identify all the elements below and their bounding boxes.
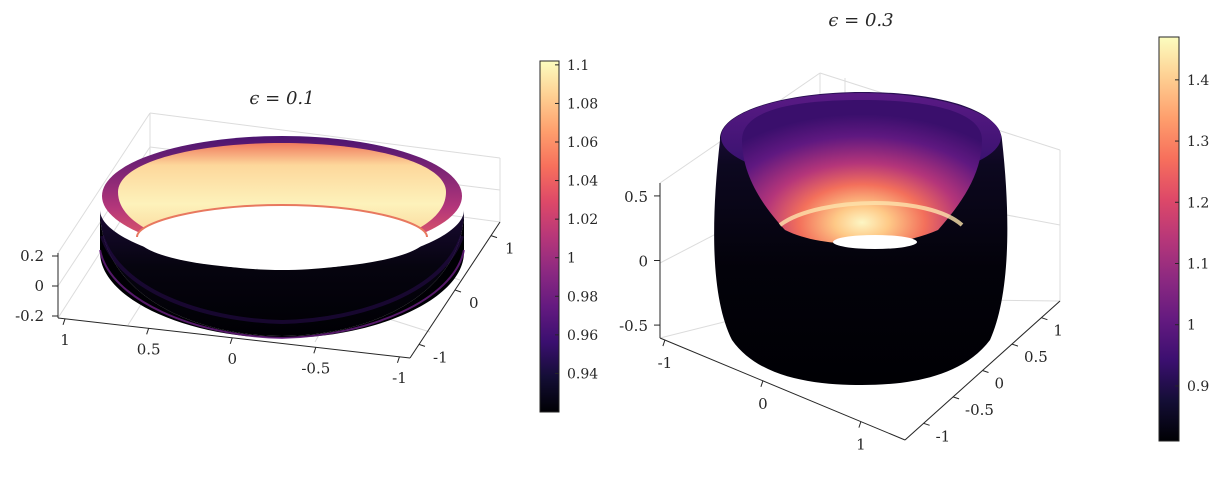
z-tick-label: -0.2 [15,307,44,325]
y-tick-label: 1 [1053,322,1063,340]
z-tick-label: 0 [638,253,648,271]
tick-mark [146,328,150,335]
colorbar-tick-label: 1.3 [1187,134,1209,150]
tick-mark [229,337,233,344]
x-tick-label: 1 [856,436,866,454]
colorbar-tick-label: 0.96 [567,328,598,344]
y-tick-label: -0.5 [965,401,994,419]
colorbar-tick-label: 1.04 [567,174,598,190]
colorbar-tick-label: 1.1 [567,58,589,74]
z-tick-labels: 0.2 0 -0.2 [15,247,58,325]
tick-mark [662,339,666,347]
tick-mark [418,343,426,347]
colorbar-tick-label: 1 [1187,318,1196,334]
torus-surface [714,92,1008,385]
x-tick-label: 1 [60,331,70,349]
x-tick-labels: -1 0 1 [658,339,866,454]
y-tick-label: 0 [995,375,1005,393]
plot-epsilon-0.1: ϵ = 0.1 0.2 0 -0.2 1 0.5 0 -0.5 -1 1 0 -1 1.1 1.0… [15,58,598,413]
tick-mark [982,370,989,373]
colorbar-tick-label: 1.2 [1187,195,1209,211]
plot-title: ϵ = 0.1 [249,88,314,109]
tick-mark [313,347,317,354]
y-tick-label: -1 [433,348,448,366]
tick-mark [490,235,498,239]
colorbar-tick-label: 1.08 [567,96,598,112]
colorbar-tick-labels: 1.4 1.3 1.2 1.1 1 0.9 [1175,73,1209,395]
x-tick-label: 0 [758,395,768,413]
tick-mark [396,356,400,363]
tick-mark [760,380,764,387]
x-tick-label: -0.5 [301,359,330,377]
z-tick-label: 0 [34,277,44,295]
x-tick-label: -1 [392,369,407,387]
plot-epsilon-0.3: ϵ = 0.3 0.50-0.5 -101 10.50-0.5-1 1.41.3… [619,10,1209,454]
y-tick-labels: 1 0 -1 [418,235,515,366]
colorbar-tick-label: 0.94 [567,366,598,382]
colorbar-gradient [539,60,560,413]
tick-mark [62,318,66,325]
y-tick-label: 0 [469,294,479,312]
tick-mark [1041,317,1048,321]
tick-mark [454,289,462,293]
colorbar-tick-labels: 1.1 1.08 1.06 1.04 1.02 1 0.98 0.96 0.94 [555,58,598,382]
colorbar: 1.1 1.08 1.06 1.04 1.02 1 0.98 0.96 0.94 [539,58,598,413]
plot-title: ϵ = 0.3 [828,10,893,31]
tick-mark [923,422,930,426]
x-tick-label: -1 [658,354,673,372]
colorbar: 1.4 1.3 1.2 1.1 1 0.9 [1158,36,1209,442]
colorbar-tick-label: 1.06 [567,135,598,151]
z-tick-label: -0.5 [619,317,648,335]
colorbar-tick-label: 1.02 [567,212,598,228]
z-tick-labels: 0.5 0 -0.5 [619,188,660,335]
y-tick-label: 0.5 [1024,348,1048,366]
colorbar-tick-label: 1.4 [1187,73,1209,89]
colorbar-gradient [1158,36,1180,442]
y-tick-labels: 1 0.5 0-0.5 -1 [923,317,1063,445]
x-tick-label: 0.5 [137,340,161,358]
tick-mark [858,421,862,428]
y-tick-label: 1 [505,240,515,258]
tick-mark [952,396,960,400]
torus-surface [99,136,465,340]
y-tick-label: -1 [936,427,951,445]
tick-mark [1011,343,1019,347]
z-tick-label: 0.2 [20,247,44,265]
colorbar-tick-label: 1 [567,251,576,267]
z-tick-label: 0.5 [624,188,648,206]
colorbar-tick-label: 0.98 [567,289,598,305]
x-tick-labels: 1 0.5 0 -0.5 -1 [60,318,407,387]
colorbar-tick-label: 1.1 [1187,256,1209,272]
x-tick-label: 0 [227,350,237,368]
colorbar-tick-label: 0.9 [1187,379,1209,395]
